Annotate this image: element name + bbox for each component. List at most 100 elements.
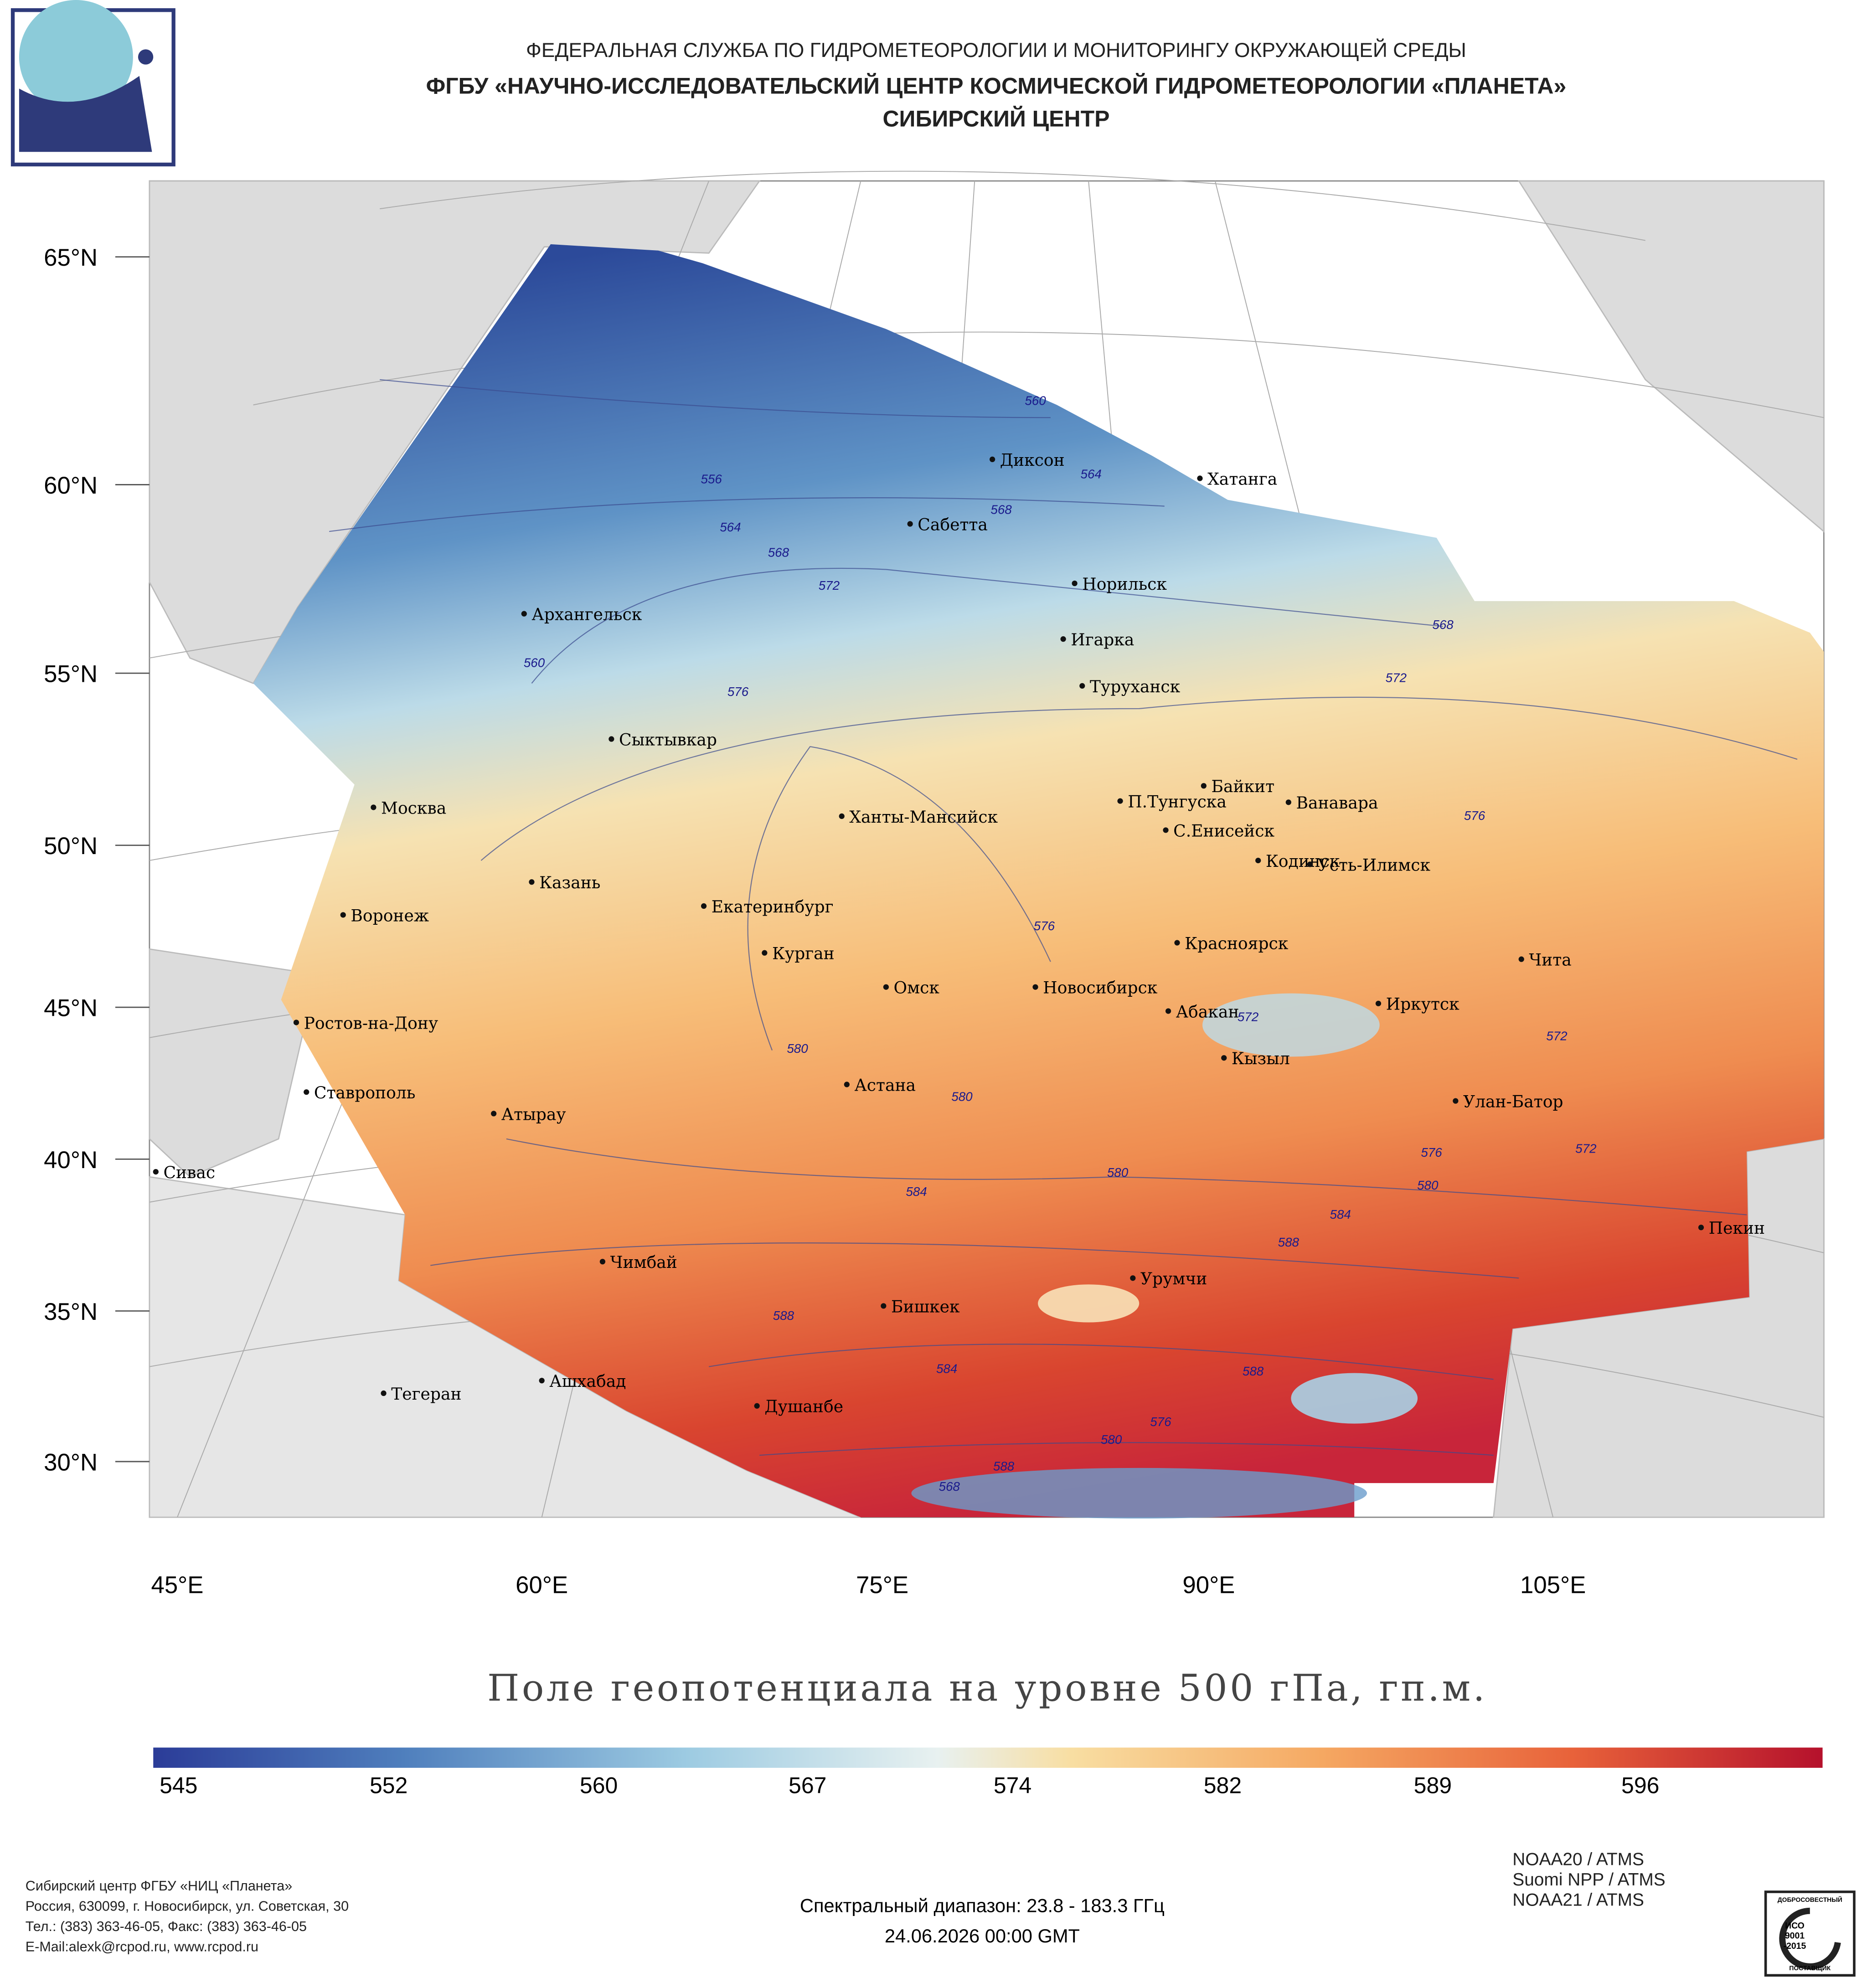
contour-label: 572 [1386, 671, 1407, 685]
city-dot [1060, 636, 1066, 642]
city-label: Байкит [1211, 777, 1274, 796]
city-label: Ханты-Мансийск [849, 808, 998, 827]
city-dot [381, 1390, 387, 1396]
address-line: Сибирский центр ФГБУ «НИЦ «Планета» [26, 1878, 292, 1894]
contour-label: 576 [1034, 919, 1055, 933]
city-dot [1117, 798, 1123, 804]
city-dot [521, 611, 527, 617]
city-dot [1174, 940, 1180, 946]
city-label: Пекин [1709, 1219, 1765, 1238]
city-label: Хатанга [1207, 469, 1277, 489]
city-label: Новосибирск [1043, 979, 1158, 998]
city-label: Архангельск [531, 605, 642, 624]
city-label: С.Енисейск [1173, 821, 1274, 840]
city-dot [701, 903, 707, 909]
city-label: Улан-Батор [1463, 1092, 1563, 1112]
city-label: Сыктывкар [619, 730, 717, 749]
city-label: Красноярск [1185, 934, 1289, 953]
date: 24.06.2026 00:00 GMT [885, 1925, 1080, 1947]
city-label: Омск [894, 979, 940, 998]
city-dot [1130, 1275, 1136, 1281]
contour-label: 568 [768, 546, 789, 560]
cert-text: 9001 [1785, 1931, 1805, 1941]
lat-label: 40°N [44, 1147, 98, 1174]
contour-label: 580 [787, 1041, 808, 1056]
city-label: Москва [381, 798, 446, 818]
contour-label: 580 [1107, 1165, 1129, 1179]
city-label: Воронеж [351, 906, 429, 925]
contour-label: 564 [720, 520, 741, 534]
city-dot [529, 879, 535, 885]
colorbar-tick: 560 [580, 1772, 618, 1798]
city-dot [1698, 1225, 1704, 1231]
city-dot [1079, 683, 1085, 689]
city-label: Душанбе [764, 1397, 843, 1416]
contour-label: 576 [1421, 1145, 1442, 1159]
colorbar-tick: 552 [370, 1772, 407, 1798]
cert-text: ДОБРОСОВЕСТНЫЙ [1778, 1895, 1842, 1903]
data-swath [253, 244, 1824, 1518]
spectral: Спектральный диапазон: 23.8 - 183.3 ГГц [800, 1895, 1165, 1916]
lat-label: 65°N [44, 244, 98, 271]
city-dot [491, 1111, 497, 1117]
lat-label: 50°N [44, 833, 98, 860]
city-label: Ростов-на-Дону [304, 1014, 438, 1033]
lat-label: 60°N [44, 472, 98, 499]
contour-label: 588 [993, 1459, 1015, 1473]
contour-label: 580 [951, 1090, 973, 1104]
city-label: Кодинск [1266, 852, 1340, 871]
city-label: Бишкек [891, 1297, 960, 1316]
city-dot [1375, 1000, 1382, 1006]
city-label: Астана [854, 1076, 916, 1095]
city-dot [754, 1403, 760, 1409]
city-dot [839, 813, 845, 819]
contour-label: 588 [773, 1308, 794, 1323]
city-label: Кызыл [1232, 1049, 1290, 1068]
city-label: Иркутск [1386, 995, 1460, 1014]
city-label: Урумчи [1140, 1269, 1207, 1288]
city-dot [990, 456, 995, 463]
contour-label: 572 [1546, 1029, 1568, 1043]
city-dot [1255, 857, 1261, 864]
instrument: NOAA21 / ATMS [1512, 1890, 1644, 1910]
city-label: Ашхабад [549, 1372, 626, 1391]
address-line: E-Mail:alexk@rcpod.ru, www.rcpod.ru [26, 1939, 258, 1954]
city-label: Атырау [501, 1105, 566, 1124]
cert-text: ИСО [1785, 1921, 1805, 1931]
contour-label: 588 [1278, 1235, 1300, 1249]
lon-label: 90°E [1182, 1572, 1235, 1599]
colorbar-tick: 567 [789, 1772, 826, 1798]
colorbar-tick: 582 [1204, 1772, 1242, 1798]
city-label: Абакан [1176, 1002, 1239, 1021]
city-label: Сивас [163, 1163, 215, 1182]
contour-label: 584 [936, 1362, 957, 1376]
city-label: Норильск [1082, 575, 1167, 594]
city-dot [304, 1089, 309, 1095]
city-dot [1285, 799, 1291, 805]
center: СИБИРСКИЙ ЦЕНТР [882, 106, 1109, 132]
city-dot [1032, 984, 1038, 990]
lon-label: 75°E [856, 1572, 908, 1599]
city-label: Ставрополь [314, 1083, 416, 1102]
city-label: Екатеринбург [712, 897, 834, 917]
chart-title: Поле геопотенциала на уровне 500 гПа, гп… [487, 1667, 1487, 1710]
city-label: Чита [1529, 951, 1571, 970]
agency: ФЕДЕРАЛЬНАЯ СЛУЖБА ПО ГИДРОМЕТЕОРОЛОГИИ … [526, 38, 1466, 62]
contour-label: 584 [906, 1185, 927, 1199]
colorbar-tick: 589 [1414, 1772, 1452, 1798]
city-label: Сабетта [918, 515, 988, 534]
colorbar-tick: 596 [1621, 1772, 1659, 1798]
lat-label: 35°N [44, 1298, 98, 1325]
contour-label: 588 [1243, 1364, 1264, 1378]
city-dot [1165, 1008, 1171, 1014]
contour-label: 584 [1330, 1207, 1351, 1221]
city-label: Игарка [1071, 630, 1134, 649]
city-dot [599, 1259, 606, 1265]
address-line: Тел.: (383) 363-46-05, Факс: (383) 363-4… [26, 1919, 307, 1934]
city-dot [1518, 956, 1524, 962]
contour-label: 580 [1417, 1178, 1439, 1192]
city-dot [293, 1020, 299, 1025]
contour-label: 576 [727, 685, 749, 699]
city-dot [1072, 580, 1078, 587]
contour-label: 564 [1081, 467, 1102, 481]
